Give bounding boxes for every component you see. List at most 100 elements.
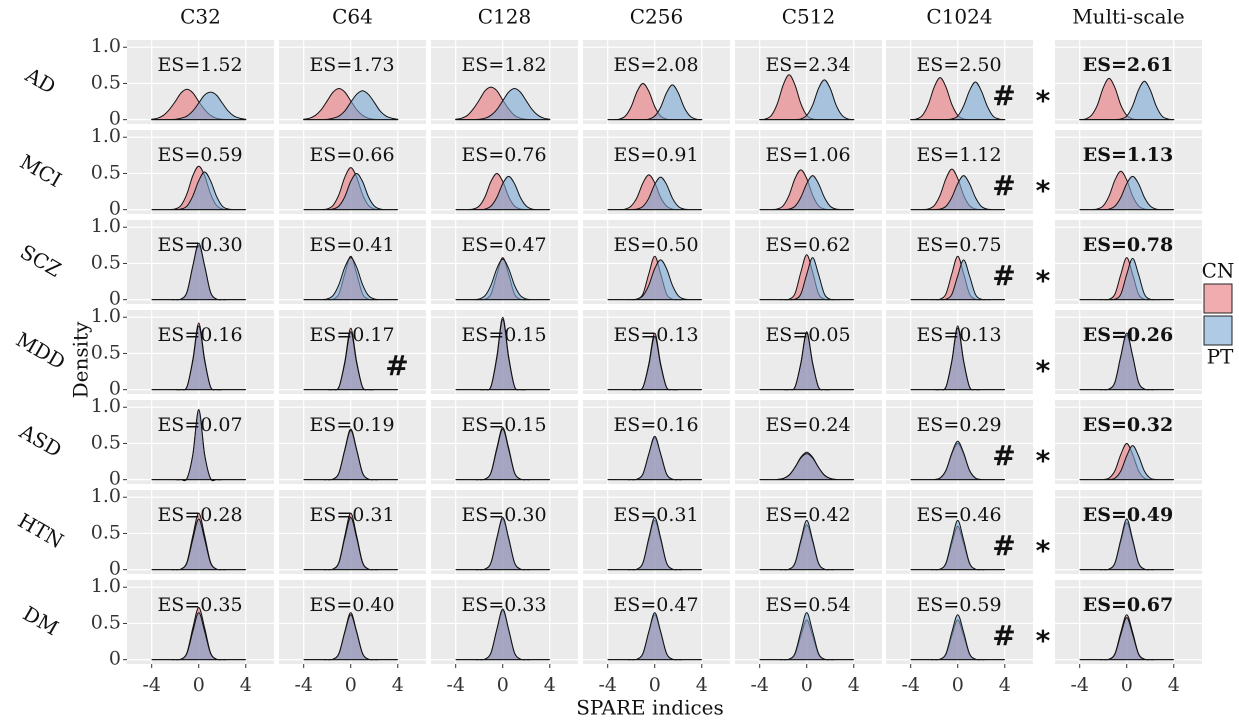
y-tick-label: 0 [109, 288, 121, 310]
y-tick-label: 0.5 [91, 341, 121, 363]
y-axis-label: Density [69, 321, 93, 398]
effect-size-label: ES=0.15 [461, 324, 546, 346]
x-tick-label: 0 [801, 674, 813, 696]
effect-size-label: ES=0.47 [613, 594, 698, 616]
density-curve [910, 259, 1005, 301]
x-tick-label: -4 [294, 674, 313, 696]
effect-size-label: ES=0.75 [916, 234, 1001, 256]
density-curve [1079, 257, 1174, 301]
effect-size-label: ES=0.49 [1083, 504, 1173, 526]
density-curve [910, 327, 1005, 391]
legend-label: CN [1202, 259, 1235, 283]
panel: ES=0.54 [735, 580, 882, 664]
effect-size-label: ES=0.66 [309, 144, 394, 166]
density-curve [1079, 445, 1174, 481]
density-curve [607, 612, 702, 661]
effect-size-label: ES=0.46 [916, 504, 1001, 526]
x-tick-label: 4 [999, 674, 1011, 696]
panel: ES=0.26 [1055, 310, 1202, 394]
panel: ES=0.50 [583, 220, 730, 304]
panel: ES=2.61 [1055, 40, 1202, 124]
panel: ES=0.47 [583, 580, 730, 664]
y-tick-label: 0 [109, 108, 121, 130]
density-curve [910, 81, 1006, 121]
x-tick-label: -4 [901, 674, 920, 696]
effect-size-label: ES=0.50 [613, 234, 698, 256]
effect-size-label: ES=0.26 [1083, 324, 1173, 346]
y-tick-label: 0 [109, 648, 121, 670]
x-tick-label: 4 [240, 674, 252, 696]
y-tick-label: 0 [109, 378, 121, 400]
panel: ES=0.31 [583, 490, 730, 574]
column-header: C32 [180, 5, 221, 29]
panel-background [1055, 40, 1202, 124]
effect-size-label: ES=0.13 [916, 324, 1001, 346]
effect-size-label: ES=0.76 [461, 144, 546, 166]
panel: ES=2.50 [886, 40, 1033, 124]
x-tick-label: 0 [649, 674, 661, 696]
significance-marker: # [992, 169, 1015, 202]
panel: ES=0.07 [127, 400, 274, 484]
significance-marker: # [992, 79, 1015, 112]
significance-marker: # [992, 259, 1015, 292]
effect-size-label: ES=1.06 [765, 144, 850, 166]
density-curve [151, 91, 247, 121]
effect-size-label: ES=0.31 [613, 504, 698, 526]
density-curve [303, 614, 398, 661]
panel: ES=0.75 [886, 220, 1033, 304]
density-curve [151, 242, 246, 301]
y-tick-label: 0 [109, 468, 121, 490]
effect-size-label: ES=0.15 [461, 414, 546, 436]
density-curve [759, 257, 854, 301]
significance-marker: # [385, 349, 408, 382]
effect-size-label: ES=0.16 [613, 414, 698, 436]
y-tick-label: 1.0 [91, 395, 121, 417]
y-tick-label: 1.0 [91, 575, 121, 597]
effect-size-label: ES=0.30 [157, 234, 242, 256]
effect-size-label: ES=0.35 [157, 594, 242, 616]
effect-size-label: ES=0.91 [613, 144, 698, 166]
panel: ES=0.78 [1055, 220, 1202, 304]
effect-size-label: ES=0.62 [765, 234, 850, 256]
panel: ES=0.41 [279, 220, 426, 304]
x-axis-label: SPARE indices [576, 696, 724, 720]
x-tick-label: 4 [392, 674, 404, 696]
panel: ES=0.32 [1055, 400, 1202, 484]
y-tick-label: 0.5 [91, 431, 121, 453]
y-tick-label: 1.0 [91, 215, 121, 237]
y-tick-label: 1.0 [91, 35, 121, 57]
effect-size-label: ES=2.08 [613, 54, 698, 76]
panel: ES=0.30 [127, 220, 274, 304]
x-tick-label: 4 [696, 674, 708, 696]
significance-marker: # [992, 529, 1015, 562]
y-tick-label: 0.5 [91, 611, 121, 633]
density-curve [910, 175, 1005, 211]
column-header: C512 [782, 5, 835, 29]
density-curve [455, 318, 550, 391]
panel: ES=0.33 [431, 580, 578, 664]
density-curve [607, 84, 703, 121]
x-tick-label: 4 [544, 674, 556, 696]
panel: ES=0.66 [279, 130, 426, 214]
panel: ES=0.35 [127, 580, 274, 664]
panel: ES=0.16 [583, 400, 730, 484]
density-curve [303, 90, 399, 121]
density-curve [759, 612, 854, 661]
effect-size-label: ES=0.59 [916, 594, 1001, 616]
effect-size-label: ES=0.54 [765, 594, 850, 616]
effect-size-label: ES=2.34 [765, 54, 850, 76]
density-curve [303, 257, 398, 301]
panel: ES=0.40 [279, 580, 426, 664]
density-curve [910, 519, 1005, 571]
row-label: SCZ [16, 240, 65, 282]
density-curve [455, 517, 550, 571]
panel: ES=0.59 [886, 580, 1033, 664]
significance-marker: * [1036, 84, 1051, 117]
density-curve [1079, 332, 1174, 391]
x-tick-label: -4 [598, 674, 617, 696]
density-curve [455, 175, 550, 211]
panel: ES=0.16 [127, 310, 274, 394]
effect-size-label: ES=0.40 [309, 594, 394, 616]
x-tick-label: 0 [345, 674, 357, 696]
